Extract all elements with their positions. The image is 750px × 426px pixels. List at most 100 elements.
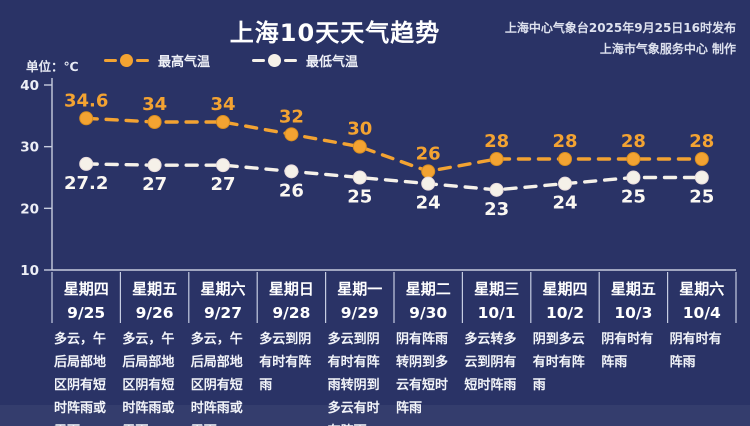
weekday-label: 星期四	[542, 280, 588, 298]
max-temp-value-label: 34	[210, 94, 235, 115]
min-temp-value-label: 26	[279, 180, 304, 201]
min-temp-value-label: 27.2	[64, 173, 108, 194]
day-cell: 星期一 9/29	[326, 271, 394, 323]
date-label: 9/29	[340, 304, 379, 322]
weekday-label: 星期一	[337, 280, 383, 298]
max-temp-line-icon	[104, 54, 149, 67]
weather-text: 多云转多云到阴有短时阵雨	[464, 332, 517, 393]
weekday-label: 星期五	[610, 280, 656, 298]
weather-text: 阴有时有阵雨	[601, 332, 654, 370]
max-temp-point	[284, 127, 299, 142]
legend-item-max: 最高气温	[104, 51, 210, 70]
date-label: 9/27	[203, 304, 242, 322]
day-cell: 星期二 9/30	[394, 271, 462, 323]
date-label: 10/3	[614, 304, 653, 322]
max-temp-value-label: 34.6	[64, 90, 108, 111]
min-temp-point	[79, 156, 94, 171]
min-temp-value-label: 24	[416, 193, 441, 214]
max-temp-legend-label: 最高气温	[158, 55, 211, 70]
date-label: 10/2	[545, 304, 584, 322]
weekday-label: 星期六	[200, 280, 246, 298]
y-tick-label: 20	[20, 201, 39, 217]
min-temp-legend-label: 最低气温	[306, 55, 359, 70]
page-title: 上海10天天气趋势	[229, 19, 441, 47]
min-temp-point	[421, 176, 436, 191]
max-temp-line	[84, 116, 704, 174]
y-tick-label: 40	[20, 78, 39, 94]
max-temp-value-label: 32	[279, 106, 304, 127]
day-cell: 星期五 9/26	[120, 271, 188, 323]
max-temp-point	[489, 152, 504, 166]
min-temp-point	[626, 170, 641, 185]
min-temp-point	[352, 170, 367, 185]
max-temp-point	[421, 164, 436, 179]
weekday-label: 星期三	[474, 280, 520, 298]
date-label: 10/4	[682, 304, 721, 322]
max-temp-value-label: 26	[416, 143, 441, 164]
min-temp-point	[216, 158, 230, 173]
max-temp-value-label: 34	[142, 94, 167, 115]
min-temp-point	[489, 182, 504, 197]
max-temp-point	[216, 115, 230, 129]
day-cell: 星期四 9/25	[52, 271, 120, 323]
source-line-2: 上海市气象服务中心 制作	[599, 42, 736, 56]
y-tick-label: 30	[20, 140, 39, 156]
min-temp-value-label: 24	[552, 193, 577, 214]
max-temp-value-label: 30	[347, 119, 372, 140]
date-label: 10/1	[477, 304, 516, 322]
min-temp-value-label: 25	[689, 187, 714, 208]
y-tick-label: 10	[20, 263, 39, 279]
weather-text: 多云，午后局部地区阴有短时阵雨或雷雨	[190, 332, 243, 426]
min-temp-line	[84, 162, 704, 192]
min-temp-value-label: 25	[347, 187, 372, 208]
max-temp-value-label: 28	[484, 131, 509, 152]
min-temp-line-icon	[252, 54, 298, 67]
weather-text: 多云到阴有时有阵雨转阴到多云有时有阵雨	[327, 332, 380, 426]
max-temp-point	[558, 152, 572, 166]
legend-item-min: 最低气温	[252, 51, 358, 70]
weather-text: 阴有时有阵雨	[669, 332, 722, 370]
weekday-label: 星期六	[679, 280, 725, 298]
weekday-label: 星期五	[132, 280, 178, 298]
weather-text: 阴有阵雨转阴到多云有短时阵雨	[396, 332, 449, 416]
day-cell: 星期三 10/1	[462, 271, 530, 323]
weekday-label: 星期二	[405, 280, 451, 298]
weather-text: 多云到阴有时有阵雨	[259, 332, 312, 393]
day-cell: 星期六 9/27	[189, 271, 257, 323]
weather-text: 多云，午后局部地区阴有短时阵雨或雷雨	[54, 332, 107, 426]
max-temp-point	[626, 152, 641, 166]
day-cell: 星期日 9/28	[257, 271, 325, 323]
day-cell: 星期四 10/2	[531, 271, 599, 323]
weather-text: 多云，午后局部地区阴有短时阵雨或雷雨	[122, 332, 175, 426]
footer-strip	[0, 405, 750, 426]
unit-label: 单位：℃	[26, 59, 79, 74]
source-info: 上海中心气象台2025年9月25日16时发布 上海市气象服务中心 制作	[505, 18, 736, 60]
min-temp-point	[694, 170, 709, 185]
max-temp-point	[79, 111, 94, 126]
max-temp-value-label: 28	[689, 131, 714, 152]
chart-legend: 最高气温 最低气温	[104, 51, 358, 70]
weather-text: 阴到多云有时有阵雨	[532, 332, 585, 393]
max-temp-value-label: 28	[552, 131, 577, 152]
max-temp-point	[352, 139, 367, 154]
weekday-label: 星期四	[63, 280, 109, 298]
date-label: 9/26	[135, 304, 174, 322]
min-temp-point	[284, 164, 299, 179]
weekday-label: 星期日	[268, 280, 314, 298]
max-temp-value-label: 28	[621, 131, 646, 152]
date-label: 9/25	[67, 304, 106, 322]
max-temp-point	[694, 152, 709, 166]
min-temp-value-label: 25	[621, 187, 646, 208]
min-temp-value-label: 27	[210, 174, 235, 195]
day-cell: 星期五 10/3	[599, 271, 667, 323]
source-line-1: 上海中心气象台2025年9月25日16时发布	[504, 21, 736, 35]
date-label: 9/30	[409, 304, 448, 322]
min-temp-point	[147, 158, 162, 173]
max-temp-point	[147, 115, 162, 129]
min-temp-point	[558, 176, 572, 191]
min-temp-value-label: 27	[142, 174, 167, 195]
day-cell: 星期六 10/4	[668, 271, 736, 323]
date-label: 9/28	[272, 304, 311, 322]
